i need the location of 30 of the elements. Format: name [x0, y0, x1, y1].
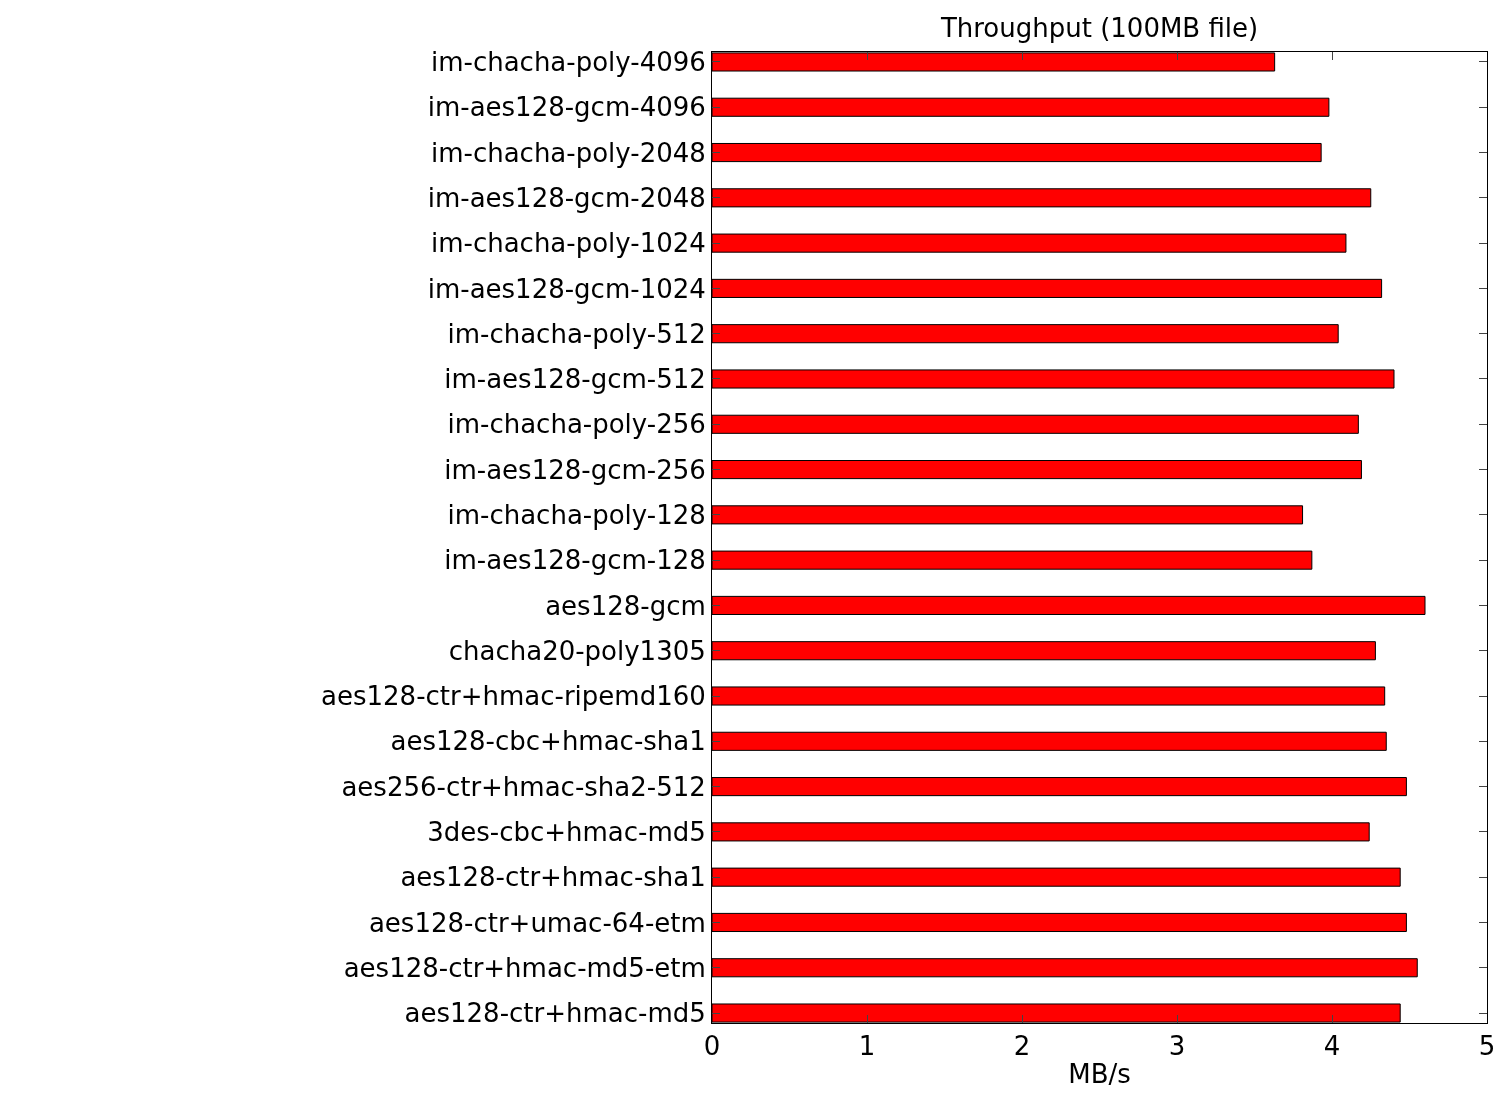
x-tick-label: 5	[1478, 1031, 1496, 1062]
y-tick-label: im-chacha-poly-512	[447, 318, 706, 349]
x-tick-label: 2	[1013, 1031, 1031, 1062]
y-tick-label: chacha20-poly1305	[448, 635, 706, 666]
y-tick-label: aes128-ctr+hmac-sha1	[400, 862, 706, 893]
y-tick-label: im-chacha-poly-2048	[430, 137, 706, 168]
y-tick-label: aes128-ctr+hmac-ripemd160	[321, 681, 706, 712]
x-tick-label: 1	[858, 1031, 876, 1062]
y-tick-label: im-aes128-gcm-1024	[427, 273, 706, 304]
y-tick-label: aes128-ctr+umac-64-etm	[368, 907, 706, 938]
y-tick-label: aes128-gcm	[545, 590, 706, 621]
y-tick-label: aes128-cbc+hmac-sha1	[390, 726, 706, 757]
y-tick-label: 3des-cbc+hmac-md5	[427, 816, 706, 847]
y-tick-label: im-chacha-poly-1024	[430, 228, 706, 259]
x-tick-label: 3	[1168, 1031, 1186, 1062]
y-tick-label: im-aes128-gcm-4096	[427, 92, 706, 123]
y-tick-label: aes128-ctr+hmac-md5	[404, 998, 706, 1029]
y-tick-label: aes128-ctr+hmac-md5-etm	[343, 952, 706, 983]
x-tick-label: 4	[1323, 1031, 1341, 1062]
y-tick-label: im-chacha-poly-128	[447, 499, 706, 530]
y-tick-label: im-chacha-poly-256	[447, 409, 706, 440]
y-tick-label: im-aes128-gcm-2048	[427, 182, 706, 213]
chart-title: Throughput (100MB file)	[939, 12, 1259, 43]
y-tick-label: im-chacha-poly-4096	[430, 47, 706, 78]
x-tick-label: 0	[703, 1031, 721, 1062]
y-tick-label: im-aes128-gcm-512	[444, 364, 706, 395]
x-axis-title: MB/s	[1068, 1058, 1131, 1089]
y-tick-label: im-aes128-gcm-256	[444, 454, 706, 485]
y-tick-label: aes256-ctr+hmac-sha2-512	[341, 771, 706, 802]
y-tick-label: im-aes128-gcm-128	[444, 545, 706, 576]
